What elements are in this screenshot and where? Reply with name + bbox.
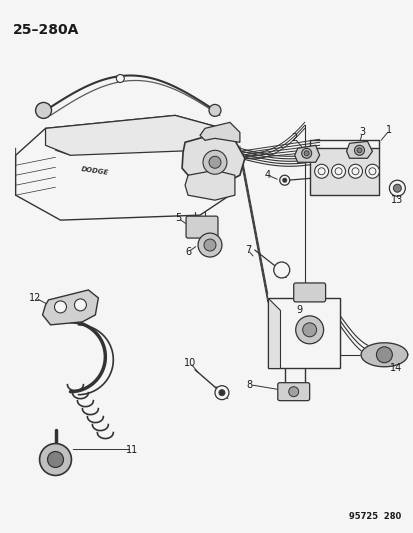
Polygon shape [16,116,239,220]
Polygon shape [267,298,279,368]
Circle shape [389,180,404,196]
Text: 4: 4 [264,170,270,180]
Text: 7: 7 [244,245,250,255]
Text: 1: 1 [385,125,392,135]
Circle shape [209,156,221,168]
Circle shape [295,316,323,344]
Circle shape [74,299,86,311]
Polygon shape [185,170,234,200]
Circle shape [331,164,345,178]
Circle shape [202,150,226,174]
Circle shape [348,164,362,178]
Circle shape [392,184,400,192]
Text: 25–280A: 25–280A [13,22,79,37]
Text: 2: 2 [291,133,297,143]
Polygon shape [199,123,239,142]
Circle shape [304,151,309,156]
Polygon shape [294,146,319,162]
Circle shape [375,347,392,363]
Circle shape [204,239,216,251]
Circle shape [218,390,224,395]
Circle shape [273,262,289,278]
Circle shape [47,451,63,467]
Text: 12: 12 [29,293,42,303]
Text: 14: 14 [389,363,401,373]
Text: 95725  280: 95725 280 [348,512,400,521]
Polygon shape [43,290,98,325]
Polygon shape [182,135,244,185]
Text: 10: 10 [183,358,196,368]
Circle shape [301,148,311,158]
Circle shape [365,164,378,178]
Circle shape [279,175,289,185]
Circle shape [302,323,316,337]
Circle shape [55,301,66,313]
Polygon shape [360,343,407,367]
Circle shape [116,75,124,83]
FancyBboxPatch shape [277,383,309,401]
Circle shape [40,443,71,475]
Text: 3: 3 [358,127,365,138]
Text: 8: 8 [246,379,252,390]
FancyBboxPatch shape [185,216,217,238]
Polygon shape [267,298,339,368]
FancyBboxPatch shape [293,283,325,302]
Text: 13: 13 [390,195,403,205]
Polygon shape [309,148,378,195]
Circle shape [288,386,298,397]
Circle shape [356,148,361,153]
Text: 11: 11 [126,445,138,455]
Circle shape [36,102,51,118]
Polygon shape [346,141,372,158]
Circle shape [209,104,221,116]
Text: 9: 9 [296,305,302,315]
Polygon shape [45,116,239,155]
Circle shape [314,164,328,178]
Text: DODGE: DODGE [80,166,109,176]
Text: 5: 5 [175,213,181,223]
Circle shape [354,146,363,155]
Circle shape [282,178,286,182]
Text: 6: 6 [185,247,191,257]
Circle shape [214,386,228,400]
Circle shape [197,233,221,257]
